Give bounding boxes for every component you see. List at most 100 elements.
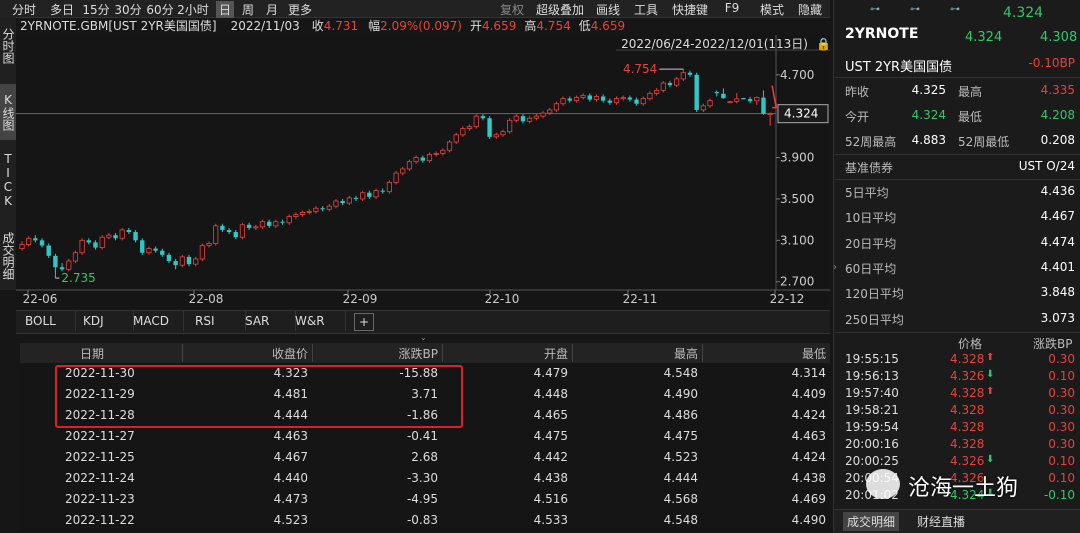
indicator-tab[interactable]: KDJ [78, 311, 134, 331]
tool-button[interactable]: 隐藏 [797, 3, 822, 17]
period-tab[interactable]: 多日 [49, 3, 74, 17]
candle-body [280, 221, 285, 223]
lock-icon: 🔒 [816, 37, 830, 51]
info-close_label: 收 [311, 19, 324, 33]
tick-price: 4.328 [950, 420, 985, 434]
table-header-bg [20, 343, 830, 363]
side-tab[interactable]: TICK [1, 152, 15, 208]
tick-time: 20:00:16 [845, 437, 899, 451]
candle-body [86, 240, 91, 243]
table-cell: 2022-11-28 [65, 408, 135, 422]
indicator-tab[interactable]: BOLL [20, 311, 76, 331]
table-cell: 4.523 [273, 513, 308, 527]
table-cell: -0.83 [406, 513, 438, 527]
candle-body [413, 157, 419, 163]
side-tab[interactable]: 成交明细 [1, 232, 15, 280]
tool-button[interactable]: F9 [724, 1, 740, 15]
candle-body [226, 229, 232, 233]
info-date: 2022/11/03 [230, 19, 300, 33]
period-tab[interactable]: 15分 [82, 3, 110, 17]
candle-body [286, 216, 292, 224]
period-tab[interactable]: 月 [265, 3, 278, 17]
info-symbol: 2YRNOTE.GBM[UST 2YR美国国债] [20, 19, 217, 33]
candle-body [239, 224, 246, 238]
candle-body [466, 126, 473, 129]
stat-label: 昨收 [845, 85, 870, 99]
candle-body [420, 157, 425, 161]
table-cell: 4.467 [273, 450, 308, 464]
period-tab[interactable]: 周 [241, 3, 254, 17]
table-cell: 2.68 [411, 450, 438, 464]
table-cell: 4.444 [273, 408, 308, 422]
period-tab[interactable]: 更多 [287, 3, 312, 17]
indicator-bar [16, 310, 830, 334]
candle-body [166, 254, 172, 262]
tool-button[interactable]: 复权 [499, 3, 524, 17]
candle-body [313, 207, 319, 212]
indicator-tab[interactable]: W&R [290, 311, 346, 331]
period-tab[interactable]: 日 [216, 1, 234, 18]
candle-body [547, 109, 553, 114]
candle-body [153, 248, 158, 251]
candle-body [273, 221, 279, 227]
candle-body [620, 97, 626, 99]
candle-body [380, 190, 385, 192]
chart-bg [16, 35, 830, 305]
info-high: 4.754 [536, 19, 571, 33]
benchmark-label: 基准债券 [845, 161, 894, 175]
average-value: 4.474 [1040, 234, 1075, 249]
table-cell: 4.424 [791, 408, 826, 422]
panel-tab[interactable]: 财经直播 [917, 515, 966, 529]
indicator-tab[interactable]: RSI [190, 311, 246, 331]
candle-body [747, 99, 753, 102]
indicator-tab[interactable]: + [354, 313, 374, 331]
panel-sep [835, 332, 1080, 333]
candle-body [19, 244, 25, 250]
candle-body [160, 250, 165, 255]
average-value: 3.073 [1040, 310, 1075, 325]
candle-body [193, 258, 199, 265]
candle-body [607, 100, 613, 103]
table-cell: 4.490 [791, 513, 826, 527]
candle-body [560, 98, 566, 105]
y-tick-label: 2.700 [780, 275, 814, 289]
indicator-tab[interactable]: MACD [128, 311, 184, 331]
period-tab[interactable]: 2小时 [177, 3, 209, 17]
info-open: 4.659 [481, 19, 517, 33]
average-value: 3.848 [1040, 285, 1075, 300]
period-tab[interactable]: 30分 [114, 3, 142, 17]
tool-button[interactable]: 快捷键 [671, 3, 708, 17]
average-value: 4.401 [1040, 259, 1075, 274]
panel-tab[interactable]: 成交明细 [843, 512, 900, 531]
tick-arrow: ⬇ [986, 488, 995, 499]
info-change_label: 幅 [368, 19, 381, 33]
tick-price: 4.328 [950, 403, 985, 417]
tool-button[interactable]: 工具 [633, 3, 658, 17]
candle-body [694, 74, 699, 110]
side-tab[interactable]: 分时图 [1, 28, 15, 64]
candle-body [113, 235, 118, 239]
table-cell: 4.548 [663, 366, 698, 380]
period-tab[interactable]: 60分 [146, 3, 174, 17]
side-expand: › [833, 262, 837, 273]
side-tab[interactable]: K线图 [0, 84, 16, 140]
tool-button[interactable]: 画线 [595, 3, 620, 17]
tool-button[interactable]: 模式 [759, 3, 784, 17]
info-close: 4.731 [323, 19, 359, 33]
stat-value: 4.335 [1040, 83, 1075, 97]
tool-button[interactable]: 超级叠加 [535, 3, 584, 17]
candle-body [140, 240, 145, 253]
table-cell: 4.463 [273, 429, 308, 443]
table-header: 最低 [801, 347, 826, 361]
x-tick-label: 22-10 [485, 292, 520, 306]
candle-body [353, 197, 359, 199]
indicator-tab[interactable]: SAR [240, 311, 296, 331]
info-open_label: 开 [469, 19, 482, 33]
candle-body [360, 192, 366, 200]
candle-body [299, 211, 306, 215]
stat-label: 今开 [845, 110, 870, 124]
tick-price: 4.324 [950, 488, 985, 502]
candle-body [66, 260, 72, 270]
candle-body [707, 100, 713, 107]
period-tab[interactable]: 分时 [11, 3, 36, 17]
